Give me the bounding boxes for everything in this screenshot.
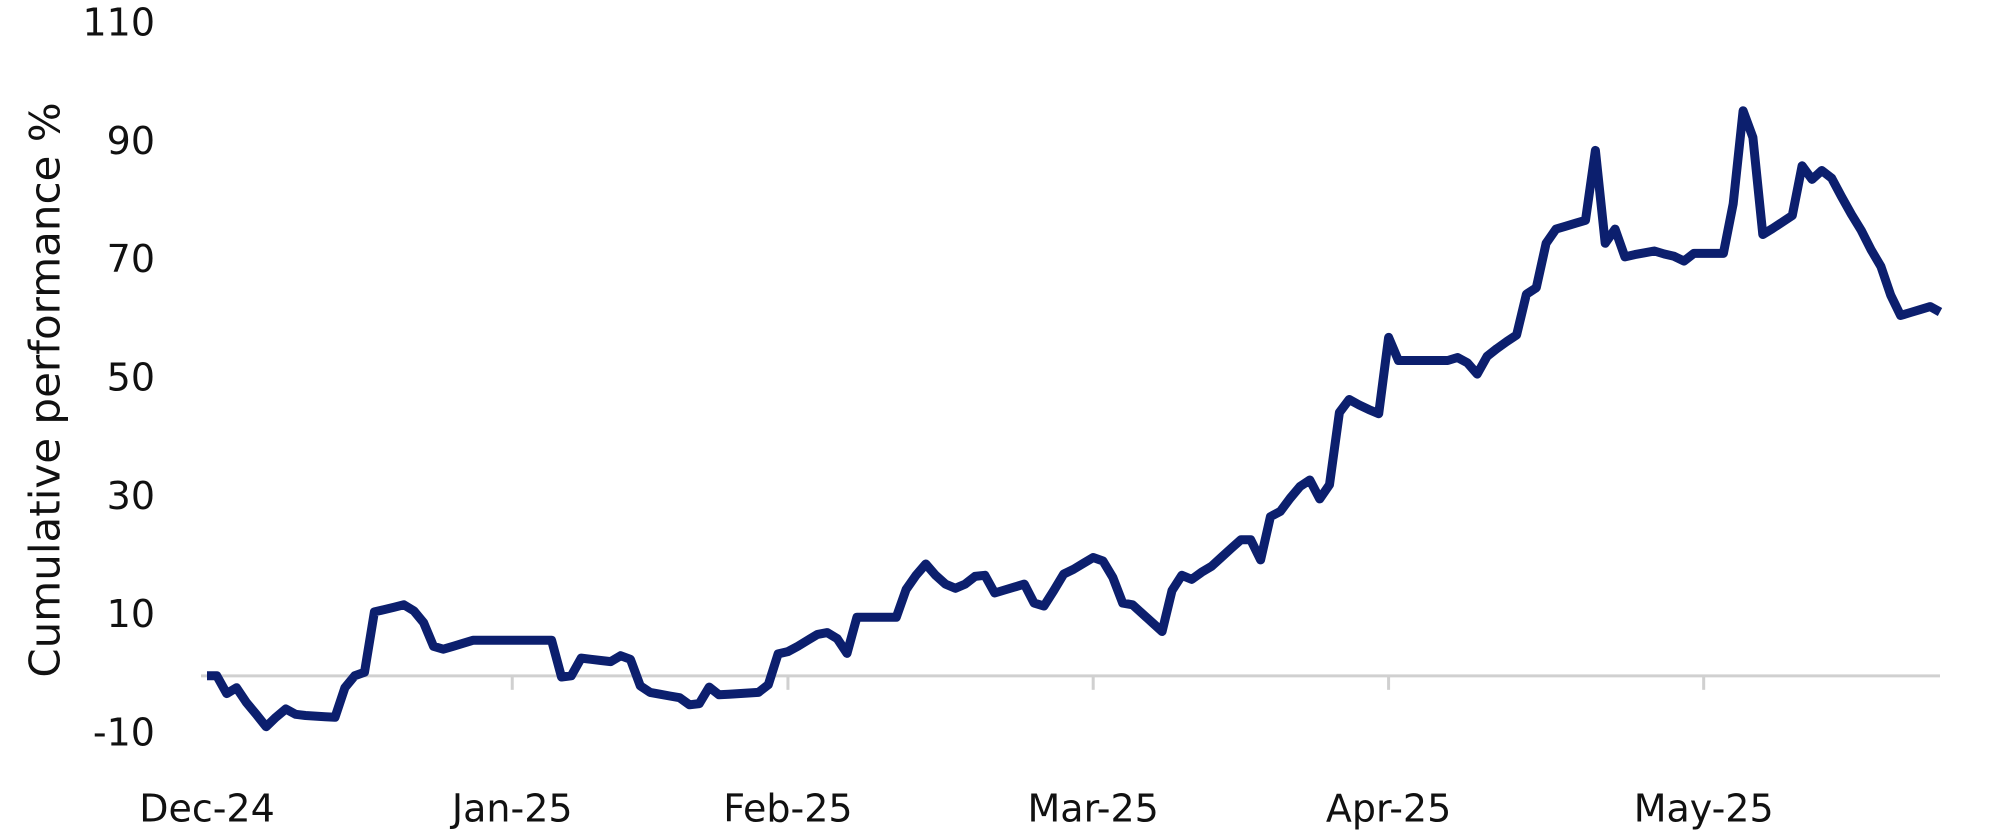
x-tick-label: Jan-25 (450, 787, 573, 831)
y-axis-label: Cumulative performance % (21, 102, 70, 677)
y-tick-label: 90 (107, 119, 155, 163)
y-tick-label: 30 (107, 474, 155, 518)
x-tick-label: Dec-24 (139, 787, 275, 831)
x-tick-label: Mar-25 (1028, 787, 1159, 831)
y-tick-label: 10 (107, 592, 155, 636)
y-tick-label: 50 (107, 356, 155, 400)
y-tick-label: 70 (107, 237, 155, 281)
y-tick-label: 110 (82, 1, 155, 45)
x-tick-label: May-25 (1634, 787, 1774, 831)
x-tick-label: Apr-25 (1326, 787, 1451, 831)
x-tick-label: Feb-25 (723, 787, 852, 831)
line-series (207, 106, 1943, 732)
y-tick-label: -10 (93, 711, 155, 755)
